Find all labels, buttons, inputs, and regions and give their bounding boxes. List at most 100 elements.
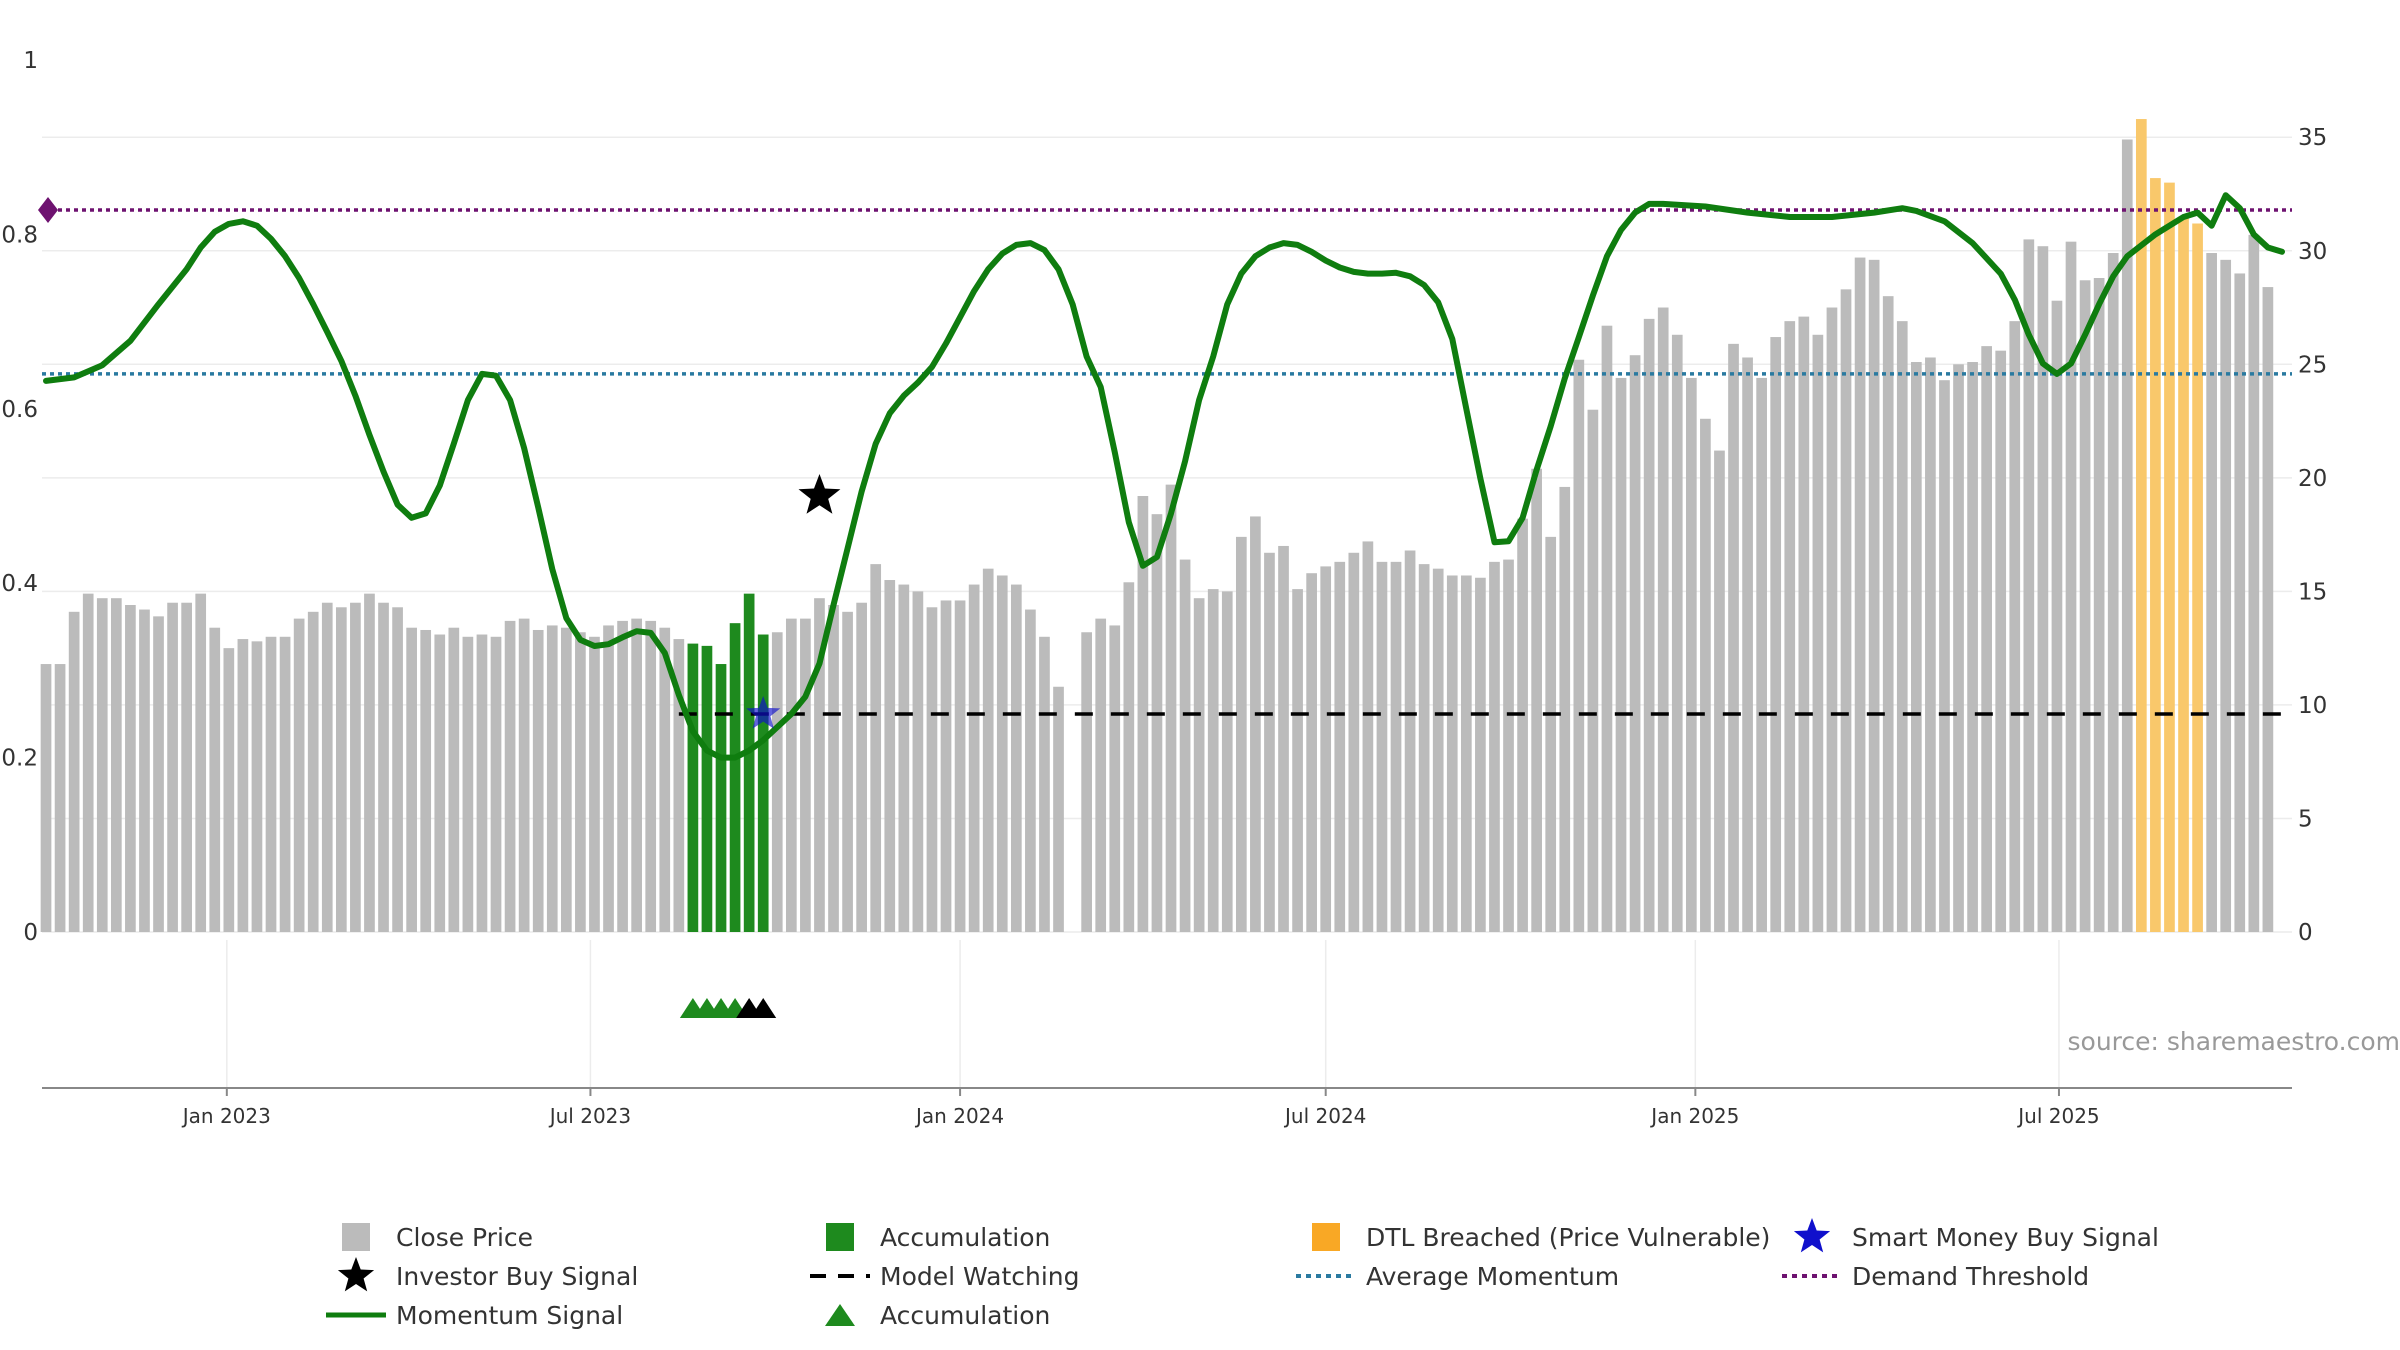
close-price-bar <box>1165 484 1177 932</box>
close-price-bar <box>1390 561 1402 932</box>
close-price-bar <box>420 629 432 932</box>
legend-triangle <box>825 1304 855 1326</box>
close-price-bar <box>1812 334 1824 932</box>
close-price-bar <box>800 618 811 932</box>
close-price-bar <box>912 591 924 932</box>
close-price-bar <box>532 629 544 932</box>
close-price-bar <box>2051 300 2063 932</box>
x-tick-label: Jul 2025 <box>2016 1104 2099 1128</box>
right-tick-label: 15 <box>2298 579 2327 605</box>
close-price-bar <box>828 605 839 932</box>
close-price-bar <box>1840 289 1852 933</box>
close-price-bar <box>209 627 221 932</box>
legend: Close Price Accumulation DTL Breached (Pri… <box>326 1218 2159 1330</box>
close-price-bar <box>926 607 938 932</box>
close-price-bar <box>617 620 628 932</box>
close-price-bar <box>1010 584 1022 932</box>
close-price-bar <box>1306 573 1317 932</box>
dtl-breached-bar <box>2192 223 2203 932</box>
close-price-bar <box>2009 321 2021 932</box>
close-price-bar <box>785 618 797 932</box>
close-price-bar <box>2262 287 2274 932</box>
close-price-bar <box>335 607 347 932</box>
close-price-bar <box>1981 346 1992 932</box>
right-tick-label: 25 <box>2298 352 2327 378</box>
close-price-bar <box>631 618 642 932</box>
x-tick-label: Jul 2023 <box>548 1104 631 1128</box>
close-price-bar <box>1742 357 1753 933</box>
legend-label: Investor Buy Signal <box>396 1262 638 1291</box>
close-price-bar <box>1700 418 1711 933</box>
close-price-bar <box>589 636 600 932</box>
close-price-bar <box>2065 241 2077 932</box>
accumulation-bar <box>701 645 713 932</box>
left-tick-label: 0.2 <box>1 746 38 772</box>
close-price-bar <box>237 639 249 932</box>
right-tick-label: 30 <box>2298 239 2327 265</box>
close-price-bar <box>1362 541 1374 932</box>
close-price-bar <box>293 618 305 932</box>
momentum-series <box>43 192 2285 761</box>
close-price-bar <box>2234 273 2246 932</box>
close-price-bar <box>1207 589 1219 932</box>
close-price-bar <box>603 625 614 932</box>
close-price-bar <box>350 602 361 932</box>
dtl-breached-bar <box>2135 119 2147 932</box>
legend-label: Demand Threshold <box>1852 1262 2089 1291</box>
close-price-bar <box>1854 257 1866 932</box>
close-price-bar <box>153 616 164 932</box>
close-price-bar <box>265 636 277 932</box>
close-price-bar <box>1643 318 1655 932</box>
close-price-bar <box>406 627 417 932</box>
close-price-bar <box>996 575 1008 932</box>
x-tick-label: Jan 2023 <box>181 1104 271 1128</box>
close-price-bar <box>1151 514 1163 932</box>
close-price-bar <box>1784 321 1796 932</box>
legend-label: Momentum Signal <box>396 1301 623 1330</box>
legend-label: Accumulation <box>880 1301 1050 1330</box>
close-price-bar <box>1601 325 1613 932</box>
x-tick-label: Jan 2025 <box>1649 1104 1739 1128</box>
close-price-bar <box>1685 377 1697 933</box>
close-price-bar <box>1264 552 1275 932</box>
left-tick-label: 0.6 <box>1 397 38 423</box>
close-price-bar <box>476 634 488 932</box>
close-price-bar <box>518 618 530 932</box>
close-price-bar <box>2121 139 2133 932</box>
close-price-bar <box>321 602 333 932</box>
smart-money-buy-signal <box>746 696 781 729</box>
legend-swatch <box>826 1223 854 1251</box>
close-price-bar <box>1714 450 1725 932</box>
close-price-bar <box>870 564 882 932</box>
close-price-bar <box>1559 486 1571 932</box>
right-tick-label: 35 <box>2298 125 2327 151</box>
close-price-bar <box>1756 377 1767 933</box>
close-price-bar <box>842 611 853 932</box>
close-price-bar <box>1728 343 1739 933</box>
right-tick-label: 20 <box>2298 466 2327 492</box>
close-price-bar <box>1278 545 1289 932</box>
close-price-bar <box>1109 625 1121 932</box>
close-price-bar <box>1235 536 1247 932</box>
close-price-bar <box>1193 598 1205 932</box>
close-price-bar <box>771 632 783 932</box>
left-tick-label: 1 <box>23 48 38 74</box>
demand-threshold-marker <box>38 196 58 223</box>
legend-star <box>337 1257 375 1292</box>
close-price-bar <box>575 632 586 932</box>
close-price-bar <box>1039 636 1050 932</box>
close-price-bar <box>940 600 952 932</box>
accumulation-bar <box>743 593 755 932</box>
close-price-bar <box>2093 278 2105 932</box>
close-price-bar <box>1615 377 1627 933</box>
close-price-bar <box>1123 582 1135 932</box>
close-price-bar <box>1418 564 1430 932</box>
close-price-bar <box>814 598 825 932</box>
close-price-bar <box>1967 362 1978 932</box>
close-price-bar <box>884 580 896 932</box>
close-price-bar <box>1657 307 1669 932</box>
close-price-bar <box>279 636 291 932</box>
right-tick-label: 5 <box>2298 806 2313 832</box>
close-price-bar <box>1489 561 1500 932</box>
close-price-bar <box>167 602 178 932</box>
